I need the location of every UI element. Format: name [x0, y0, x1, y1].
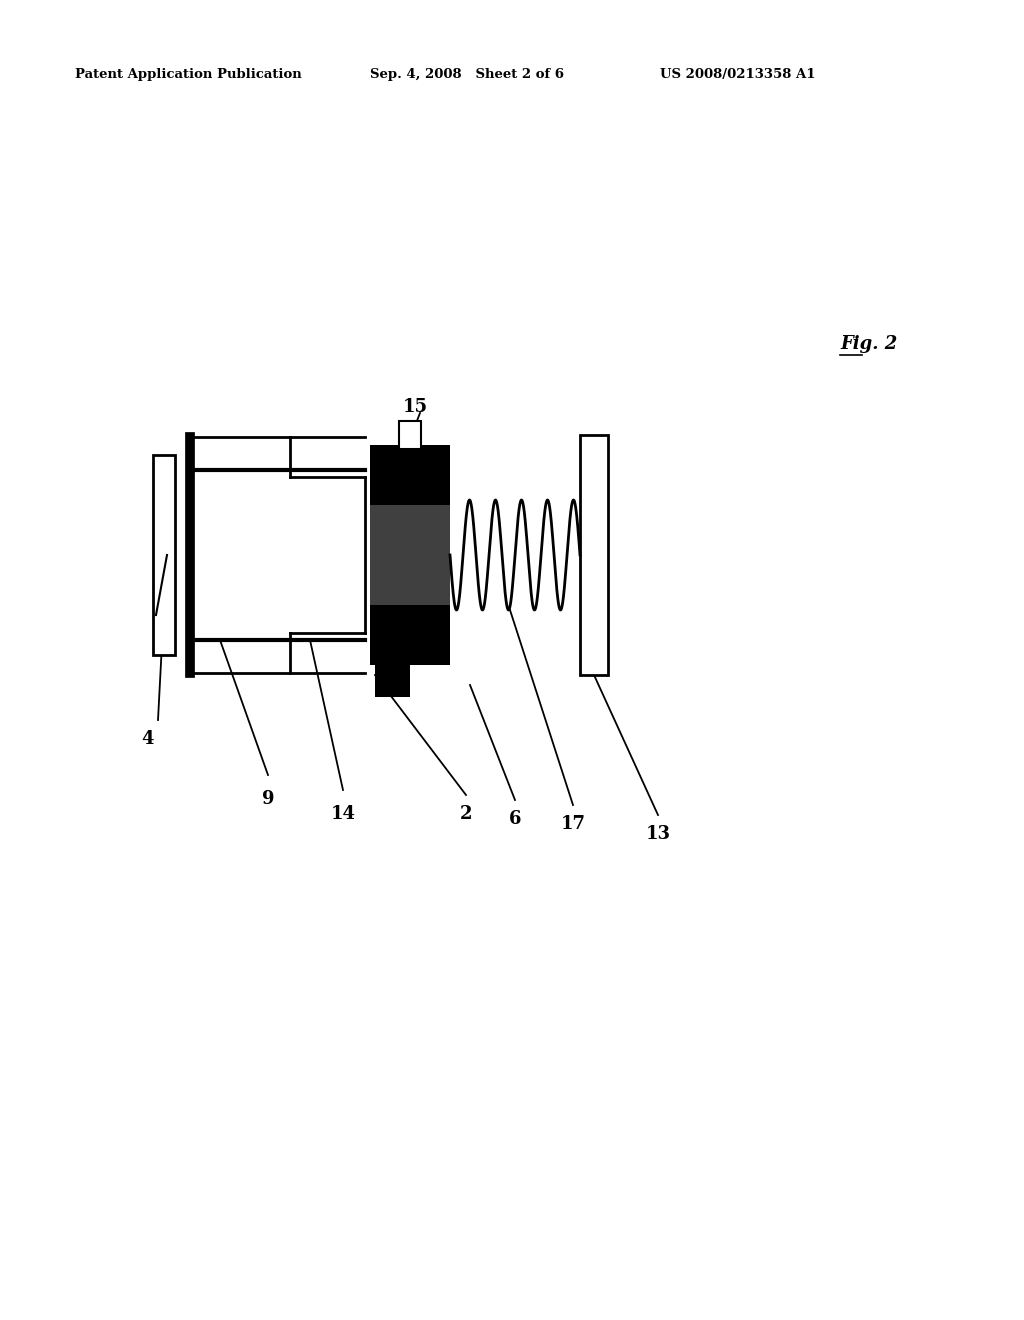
Text: 9: 9: [262, 789, 274, 808]
Bar: [399, 421, 421, 449]
Text: 13: 13: [645, 825, 671, 843]
Bar: [370, 445, 450, 506]
Bar: [580, 436, 608, 675]
Text: Fig. 2: Fig. 2: [840, 335, 897, 352]
Bar: [370, 605, 450, 665]
Text: Sep. 4, 2008   Sheet 2 of 6: Sep. 4, 2008 Sheet 2 of 6: [370, 69, 564, 81]
Text: Patent Application Publication: Patent Application Publication: [75, 69, 302, 81]
Text: 4: 4: [141, 730, 155, 748]
Text: 6: 6: [509, 810, 521, 828]
Text: 17: 17: [560, 814, 586, 833]
Text: 2: 2: [460, 805, 472, 822]
Text: 15: 15: [402, 399, 428, 416]
Bar: [375, 665, 410, 697]
Text: 14: 14: [331, 805, 355, 822]
Bar: [153, 455, 175, 655]
Bar: [370, 506, 450, 605]
Text: US 2008/0213358 A1: US 2008/0213358 A1: [660, 69, 815, 81]
